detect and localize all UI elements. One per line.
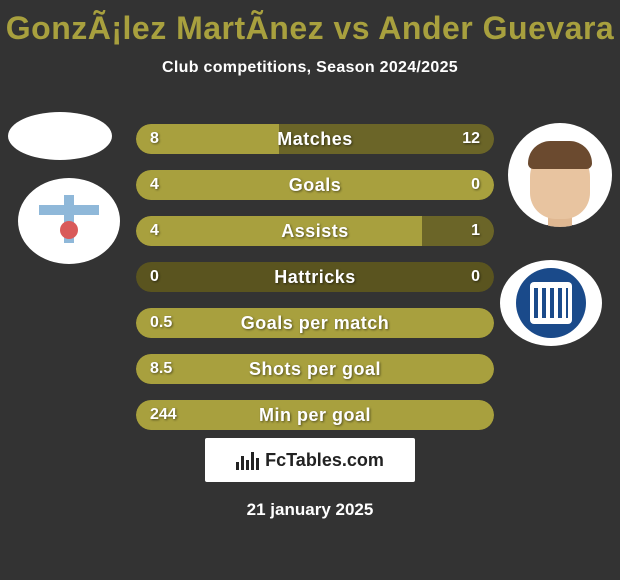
- logo-bars-icon: [236, 450, 259, 470]
- stat-label: Goals per match: [136, 313, 494, 334]
- stat-val-right: 0: [471, 176, 480, 194]
- stat-label: Assists: [136, 221, 494, 242]
- alaves-badge-icon: [516, 268, 586, 338]
- stat-val-right: 1: [471, 222, 480, 240]
- player-face-icon: [525, 137, 595, 227]
- stat-label: Hattricks: [136, 267, 494, 288]
- stat-row: 8Matches12: [136, 124, 494, 154]
- celta-cross-icon: [39, 197, 99, 245]
- stat-val-right: 0: [471, 268, 480, 286]
- stat-label: Matches: [136, 129, 494, 150]
- stat-row: 8.5Shots per goal: [136, 354, 494, 384]
- site-logo-text: FcTables.com: [265, 450, 384, 471]
- player-left-block: [8, 112, 112, 160]
- stat-row: 244Min per goal: [136, 400, 494, 430]
- player-left-photo: [8, 112, 112, 160]
- page-title: GonzÃ¡lez MartÃ­nez vs Ander Guevara: [0, 0, 620, 47]
- alaves-badge-wrap: [500, 260, 602, 346]
- player-right-photo: [508, 123, 612, 227]
- stat-row: 4Assists1: [136, 216, 494, 246]
- stat-row: 4Goals0: [136, 170, 494, 200]
- player-right-block: [508, 123, 612, 227]
- stat-row: 0Hattricks0: [136, 262, 494, 292]
- club-right-badge: [500, 260, 602, 346]
- site-logo: FcTables.com: [205, 438, 415, 482]
- stats-bars: 8Matches124Goals04Assists10Hattricks00.5…: [136, 124, 494, 446]
- footer-date: 21 january 2025: [0, 500, 620, 520]
- stat-val-right: 12: [462, 130, 480, 148]
- stat-label: Goals: [136, 175, 494, 196]
- celta-badge: [18, 178, 120, 264]
- club-left-badge: [18, 178, 120, 264]
- stat-label: Shots per goal: [136, 359, 494, 380]
- stat-label: Min per goal: [136, 405, 494, 426]
- subtitle: Club competitions, Season 2024/2025: [0, 59, 620, 77]
- stat-row: 0.5Goals per match: [136, 308, 494, 338]
